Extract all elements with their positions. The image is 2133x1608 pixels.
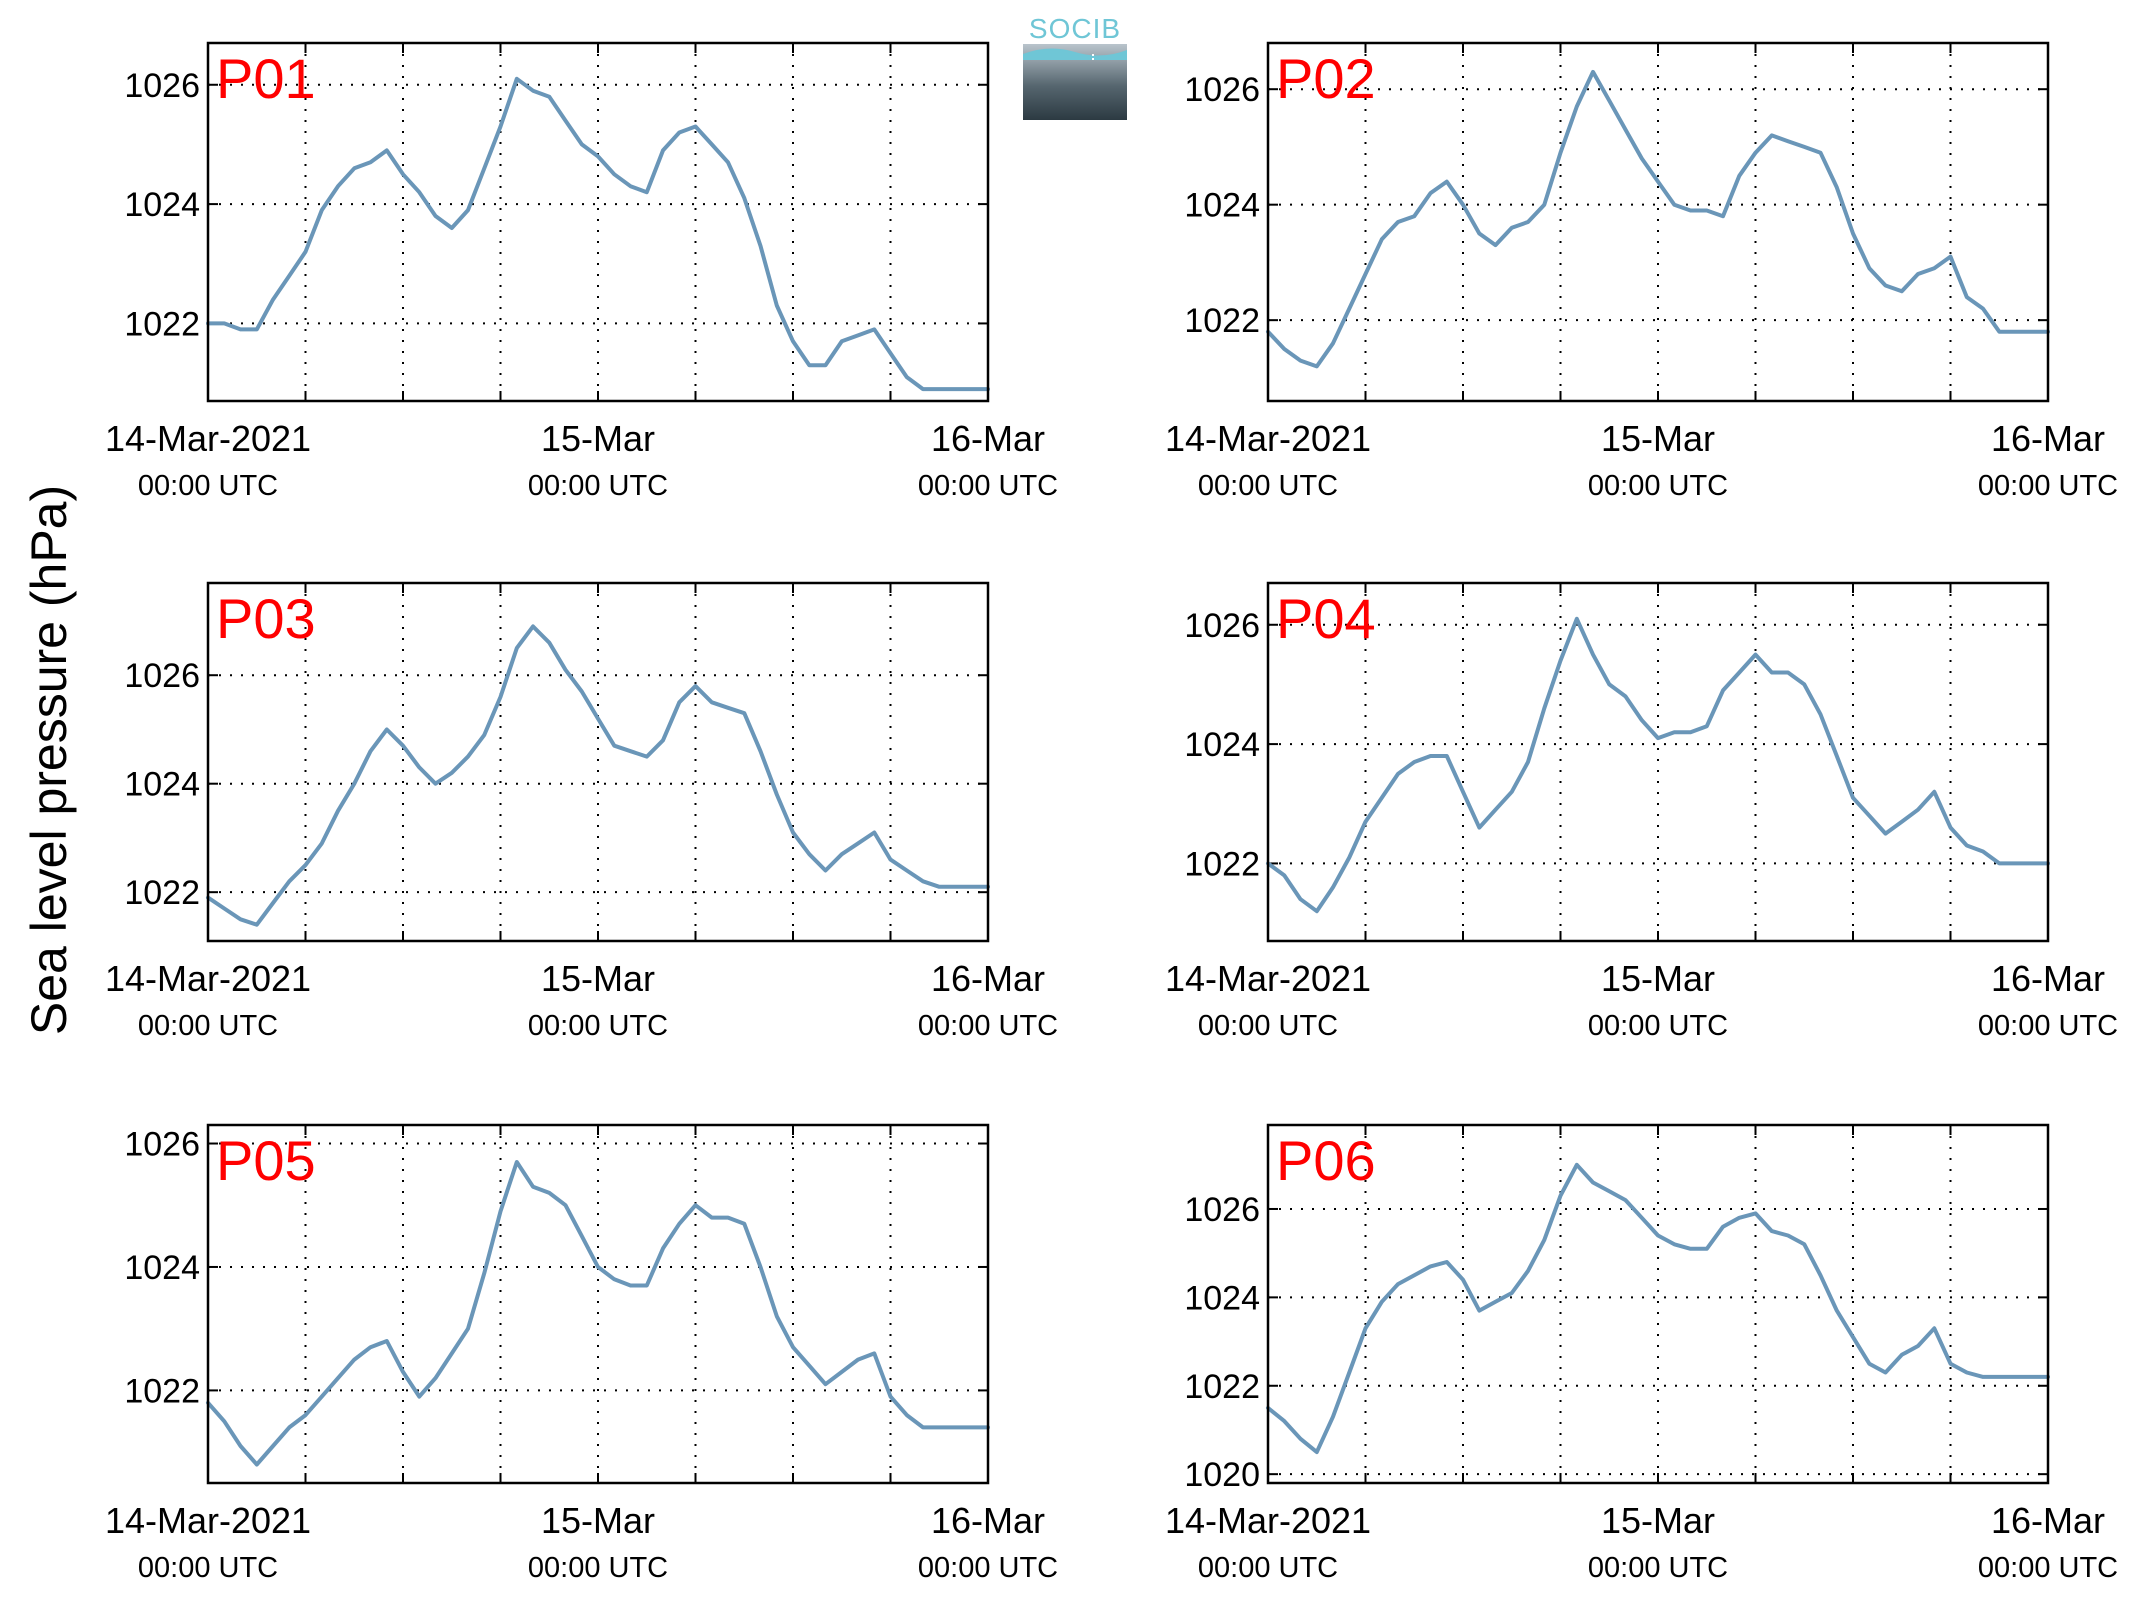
- chart-panel-p01: 1022 1024 1026 14-Mar-2021 00:00 UTC 15-Mar 00…: [105, 41, 1058, 502]
- x-tick-label-time: 00:00 UTC: [1588, 470, 1728, 502]
- x-tick-label-time: 00:00 UTC: [918, 470, 1058, 502]
- x-tick-label-time: 00:00 UTC: [1198, 470, 1338, 502]
- panel-label: P05: [216, 1129, 316, 1192]
- plot-frame: [1266, 1123, 2050, 1485]
- x-tick-label-time: 00:00 UTC: [138, 470, 278, 502]
- x-tick-label-time: 00:00 UTC: [918, 1552, 1058, 1584]
- x-tick-label-time: 00:00 UTC: [528, 1010, 668, 1042]
- y-tick-label: 1026: [1184, 607, 1260, 645]
- y-tick-label: 1022: [124, 305, 200, 343]
- series-line: [1266, 1162, 2050, 1455]
- chart-panel-p02: 1022 1024 1026 14-Mar-2021 00:00 UTC 15-Mar 00…: [1165, 41, 2118, 502]
- chart-panel-p05: 1022 1024 1026 14-Mar-2021 00:00 UTC 15-Mar 00…: [105, 1123, 1058, 1584]
- y-tick-label: 1026: [1184, 1191, 1260, 1229]
- panel-label: P01: [216, 47, 316, 110]
- y-tick-label: 1022: [1184, 845, 1260, 883]
- panel-label: P03: [216, 587, 316, 650]
- panel-label: P06: [1276, 1129, 1376, 1192]
- x-tick-label-date: 15-Mar: [541, 1500, 655, 1541]
- x-tick-label-time: 00:00 UTC: [138, 1010, 278, 1042]
- plot-frame: [206, 581, 990, 943]
- x-tick-label-date: 16-Mar: [1991, 418, 2105, 459]
- series-line: [206, 1160, 990, 1467]
- plot-frame: [206, 1123, 990, 1485]
- y-tick-label: 1026: [124, 657, 200, 695]
- y-tick-label: 1024: [1184, 726, 1260, 764]
- x-tick-label-time: 00:00 UTC: [528, 470, 668, 502]
- plot-frame: [1266, 581, 2050, 943]
- y-tick-label: 1026: [1184, 71, 1260, 109]
- chart-panel-p03: 1022 1024 1026 14-Mar-2021 00:00 UTC 15-Mar 00…: [105, 581, 1058, 1042]
- y-tick-label: 1024: [1184, 187, 1260, 225]
- y-tick-label: 1022: [1184, 302, 1260, 340]
- x-tick-label-date: 16-Mar: [931, 418, 1045, 459]
- y-tick-label: 1022: [1184, 1368, 1260, 1406]
- x-tick-label-time: 00:00 UTC: [1978, 1010, 2118, 1042]
- x-tick-label-date: 16-Mar: [931, 1500, 1045, 1541]
- x-tick-label-date: 16-Mar: [931, 958, 1045, 999]
- x-tick-label-date: 15-Mar: [1601, 418, 1715, 459]
- series-line: [1266, 69, 2050, 369]
- plot-frame: [1266, 41, 2050, 403]
- x-tick-label-time: 00:00 UTC: [1588, 1552, 1728, 1584]
- series-line: [1266, 616, 2050, 914]
- x-tick-label-date: 14-Mar-2021: [1165, 1500, 1371, 1541]
- y-tick-label: 1020: [1184, 1456, 1260, 1494]
- x-tick-label-date: 14-Mar-2021: [1165, 958, 1371, 999]
- plot-frame: [206, 41, 990, 403]
- x-tick-label-date: 14-Mar-2021: [105, 1500, 311, 1541]
- y-tick-label: 1024: [124, 766, 200, 804]
- x-tick-label-date: 14-Mar-2021: [105, 418, 311, 459]
- x-tick-label-time: 00:00 UTC: [918, 1010, 1058, 1042]
- logo-wave-icon: [1023, 48, 1127, 60]
- x-tick-label-date: 15-Mar: [1601, 1500, 1715, 1541]
- chart-panel-p04: 1022 1024 1026 14-Mar-2021 00:00 UTC 15-Mar 00…: [1165, 581, 2118, 1042]
- y-tick-label: 1026: [124, 1126, 200, 1164]
- x-tick-label-date: 16-Mar: [1991, 1500, 2105, 1541]
- y-tick-label: 1022: [124, 1372, 200, 1410]
- x-tick-label-date: 16-Mar: [1991, 958, 2105, 999]
- socib-logo: SOCIB: [1023, 14, 1127, 120]
- x-tick-label-time: 00:00 UTC: [1588, 1010, 1728, 1042]
- series-line: [206, 624, 990, 927]
- x-tick-label-date: 15-Mar: [541, 958, 655, 999]
- x-tick-label-time: 00:00 UTC: [528, 1552, 668, 1584]
- y-tick-label: 1022: [124, 874, 200, 912]
- y-tick-label: 1026: [124, 67, 200, 105]
- x-tick-label-time: 00:00 UTC: [1198, 1010, 1338, 1042]
- y-tick-label: 1024: [1184, 1279, 1260, 1317]
- x-tick-label-time: 00:00 UTC: [138, 1552, 278, 1584]
- x-tick-label-date: 14-Mar-2021: [105, 958, 311, 999]
- y-axis-label: Sea level pressure (hPa): [21, 485, 77, 1035]
- series-line: [206, 76, 990, 392]
- logo-text: SOCIB: [1028, 13, 1122, 44]
- x-tick-label-date: 15-Mar: [1601, 958, 1715, 999]
- x-tick-label-time: 00:00 UTC: [1978, 470, 2118, 502]
- x-tick-label-time: 00:00 UTC: [1978, 1552, 2118, 1584]
- x-tick-label-time: 00:00 UTC: [1198, 1552, 1338, 1584]
- panel-label: P02: [1276, 47, 1376, 110]
- chart-panel-p06: 1020 1022 1024 1026 14-Mar-2021 00:00 UTC 15-M…: [1165, 1123, 2118, 1584]
- x-tick-label-date: 15-Mar: [541, 418, 655, 459]
- panel-label: P04: [1276, 587, 1376, 650]
- y-tick-label: 1024: [124, 186, 200, 224]
- x-tick-label-date: 14-Mar-2021: [1165, 418, 1371, 459]
- y-tick-label: 1024: [124, 1249, 200, 1287]
